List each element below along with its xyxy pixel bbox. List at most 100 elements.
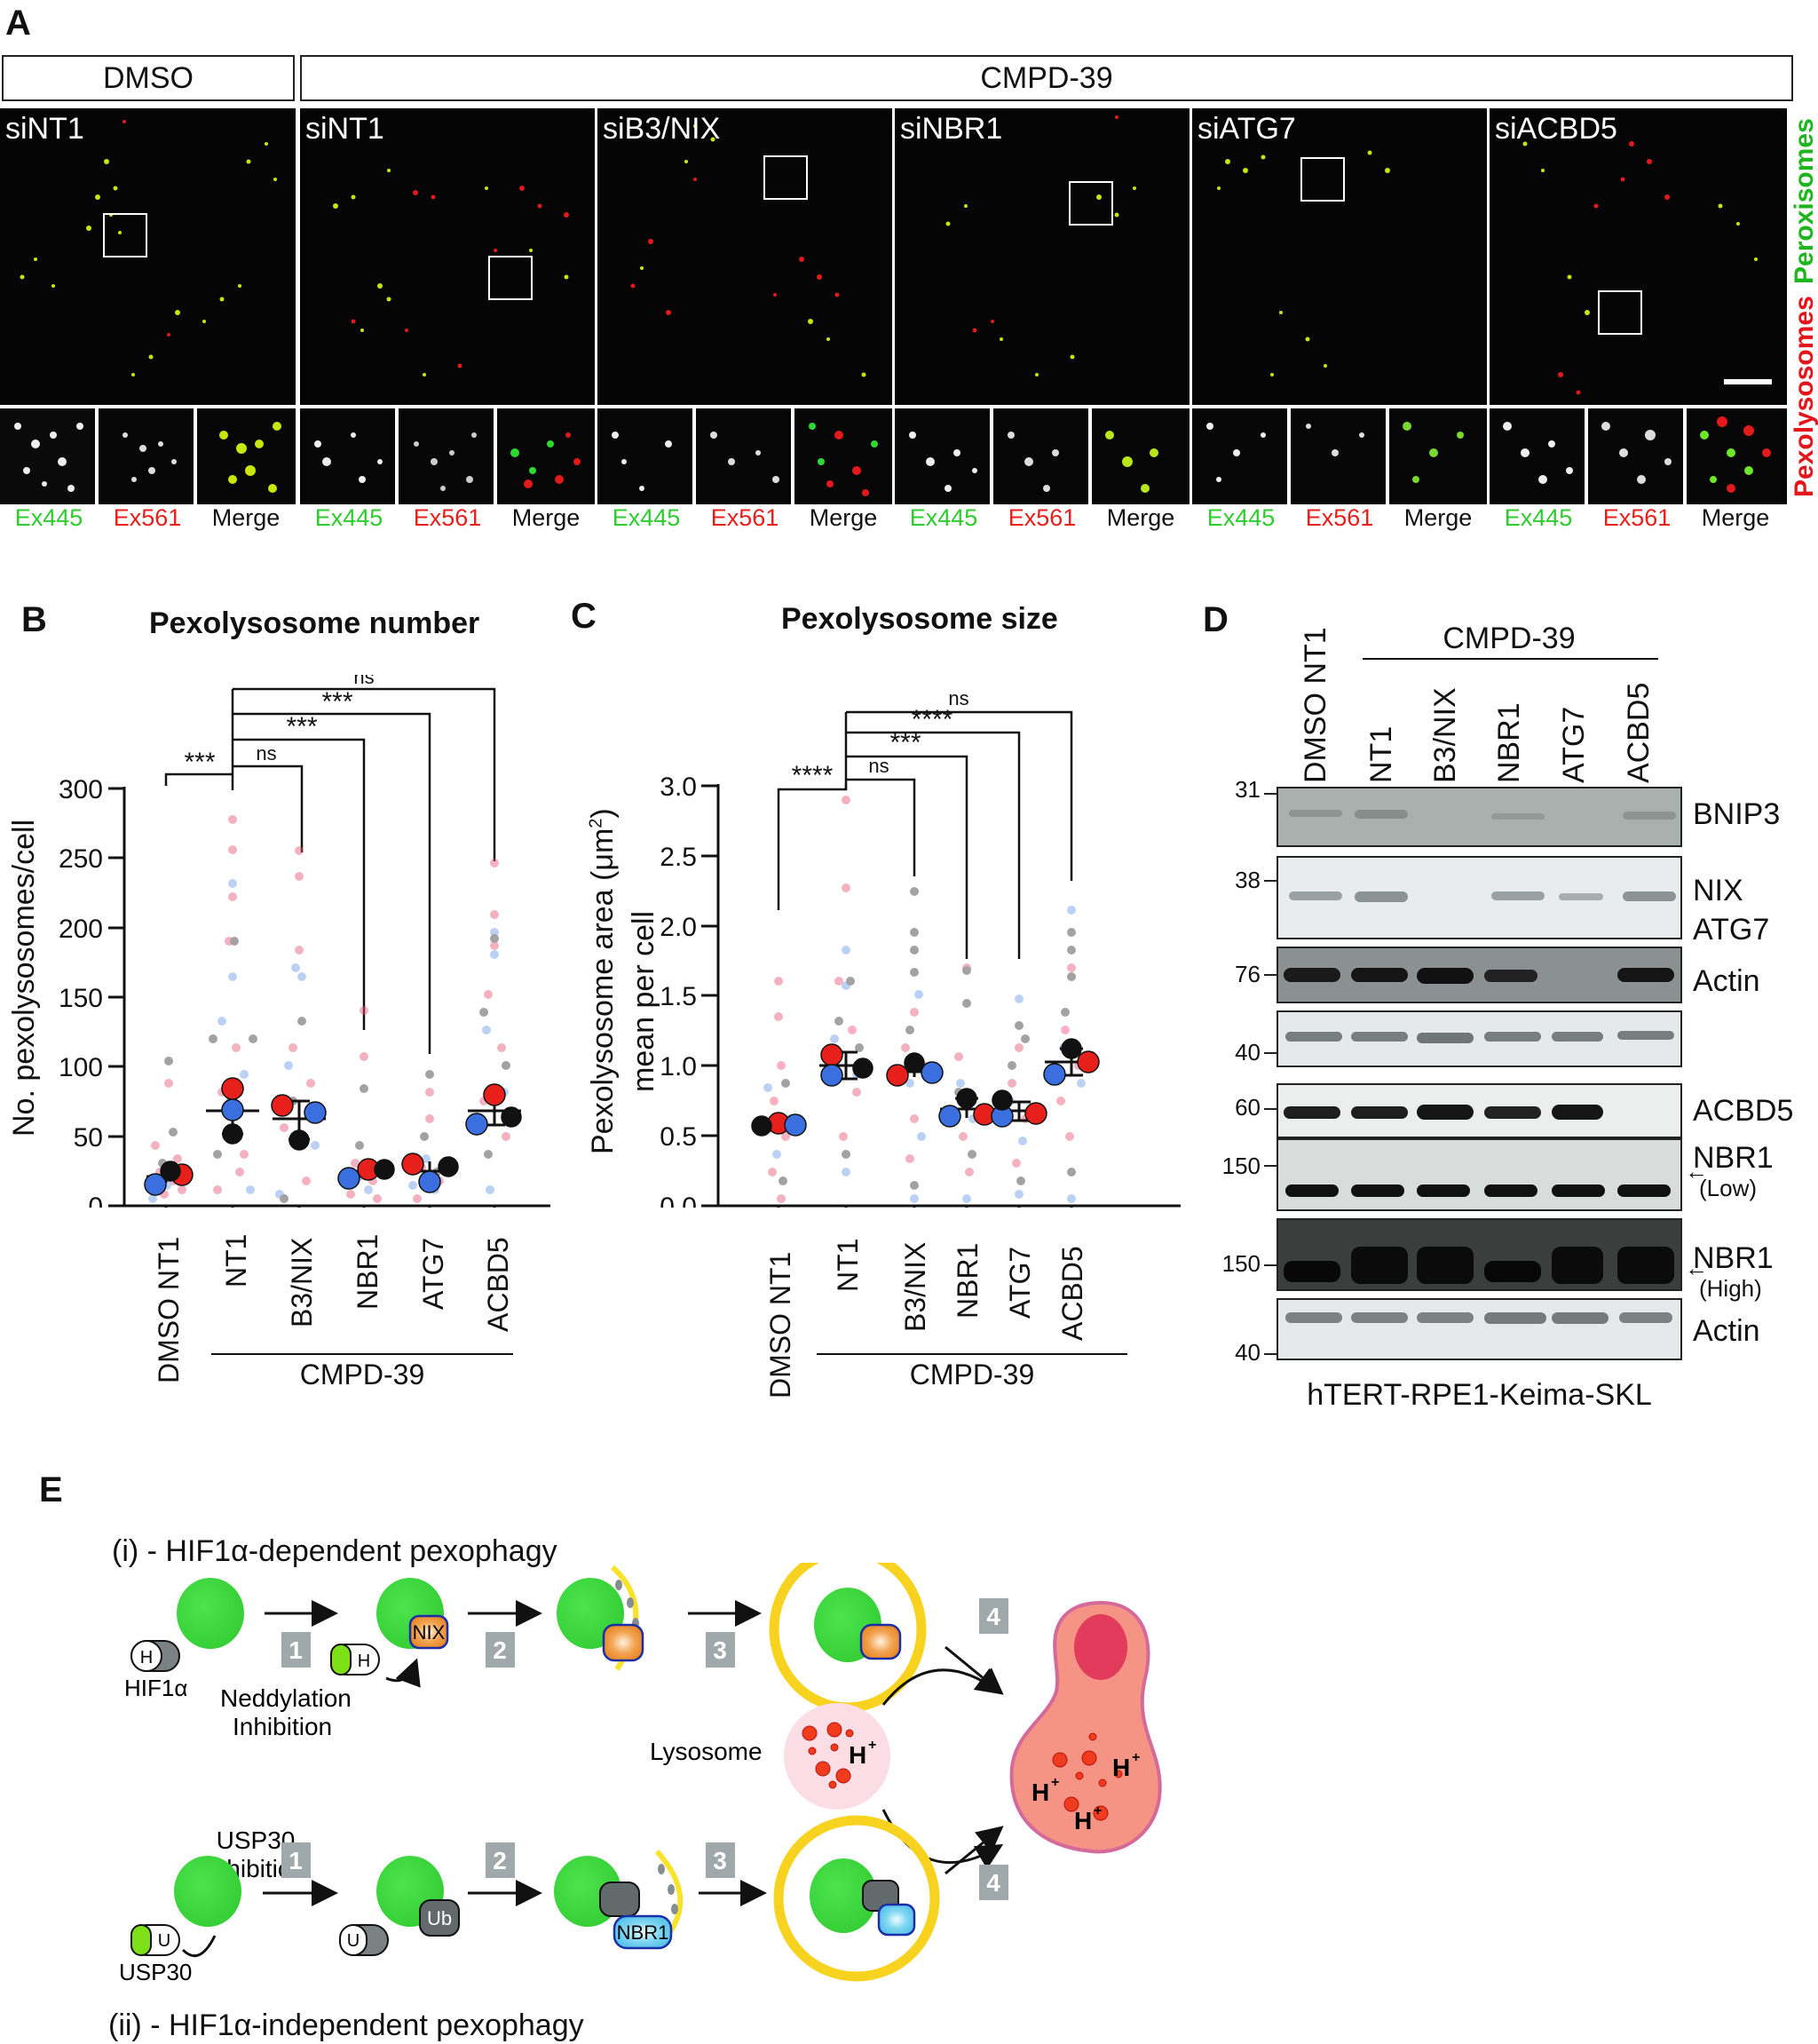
svg-text:+: +	[868, 1738, 876, 1753]
group-underline	[817, 1353, 1127, 1355]
thumb-ex445	[895, 408, 990, 504]
nbr1-receptor-icon: NBR1	[613, 1914, 673, 1950]
fluorescence-puncta	[630, 124, 866, 377]
fluorescence-puncta	[1522, 141, 1758, 395]
micrograph-cmpd39-sint1: siNT1	[300, 108, 595, 405]
thumb-merge	[197, 408, 296, 504]
svg-text:200: 200	[59, 915, 103, 944]
mw-tick	[1264, 1052, 1277, 1054]
svg-text:1: 1	[289, 1847, 303, 1874]
lane-label: NBR1	[1492, 702, 1526, 783]
panel-d-letter: D	[1203, 600, 1229, 639]
svg-text:100: 100	[59, 1053, 103, 1082]
thumb-ex445	[597, 408, 692, 504]
mw-marker: 76	[1235, 961, 1261, 987]
image-label: siNT1	[305, 112, 384, 146]
group-underline	[211, 1353, 513, 1355]
sig-label: ***	[286, 712, 317, 741]
arrow-left-icon: ←	[1685, 1255, 1708, 1281]
lysosome-icon: H +	[784, 1703, 890, 1810]
channel-label-merge: Merge	[1701, 504, 1770, 531]
channel-label-ex561: Ex561	[113, 504, 182, 531]
chart-c-plot: 3.0 2.5 2.0 1.5 1.0 0.5 0.0 **** ns *** **** n…	[660, 687, 1181, 1208]
svg-text:2: 2	[493, 1636, 507, 1664]
blot-protein-label: ACBD5	[1693, 1094, 1794, 1128]
thumb-merge	[497, 408, 595, 504]
svg-text:ns: ns	[868, 755, 889, 777]
step-badge: 2	[486, 1632, 515, 1668]
image-label: siNBR1	[900, 112, 1003, 146]
sig-label: ns	[353, 675, 374, 688]
chart-c-xtick: ACBD5	[1056, 1246, 1088, 1341]
autophagosome-icon	[769, 1563, 927, 1713]
svg-text:H: H	[849, 1741, 866, 1769]
treatment-underline	[1363, 658, 1658, 660]
mw-marker: 150	[1221, 1250, 1261, 1277]
channel-label-merge: Merge	[211, 504, 281, 531]
channel-label-ex445: Ex445	[14, 504, 83, 531]
blot-actin	[1277, 1010, 1682, 1067]
chart-c-xtick: B3/NIX	[899, 1241, 931, 1332]
mw-marker: 150	[1221, 1153, 1261, 1179]
channel-label-ex561: Ex561	[1602, 504, 1672, 531]
channel-label-merge: Merge	[809, 504, 878, 531]
chart-c-xtick: ATG7	[1004, 1246, 1036, 1319]
blot-atg7	[1277, 947, 1682, 1003]
inhibition-label: Inhibition	[233, 1713, 332, 1740]
thumb-merge	[1389, 408, 1487, 504]
channel-label-merge: Merge	[511, 504, 581, 531]
blot-exposure-label: (Low)	[1699, 1175, 1758, 1201]
chart-b-plot: 300 250 200 150 100 50 0 *** ns *** *** ns	[59, 675, 550, 1208]
channel-label-merge: Merge	[1403, 504, 1473, 531]
channel-label-ex561: Ex561	[413, 504, 482, 531]
channel-label-merge: Merge	[1106, 504, 1175, 531]
blot-bnip3	[1277, 787, 1682, 847]
step-badge: 4	[979, 1598, 1008, 1634]
thumb-ex445	[0, 408, 95, 504]
hif1a-label: HIF1α	[124, 1675, 187, 1701]
inhibit-arrow-icon	[181, 1935, 217, 1958]
thumb-ex561	[696, 408, 791, 504]
svg-text:4: 4	[986, 1603, 1000, 1630]
chart-c-xtick: NBR1	[952, 1242, 984, 1319]
pexophagy-diagram: 1 H HIF1α NIX H Neddylation Inhibition 2…	[119, 1563, 1162, 1985]
chart-b-group-label: CMPD-39	[299, 1359, 425, 1390]
nix-receptor-icon	[602, 1623, 644, 1662]
thumb-ex445	[1490, 408, 1585, 504]
svg-text:0: 0	[88, 1192, 103, 1208]
chart-c-xtick: DMSO NT1	[764, 1251, 796, 1398]
svg-text:2.0: 2.0	[660, 913, 697, 942]
mw-marker: 60	[1235, 1094, 1261, 1121]
mw-tick	[1264, 1264, 1277, 1266]
svg-text:250: 250	[59, 844, 103, 874]
image-label: siACBD5	[1495, 112, 1617, 146]
channel-label-ex445: Ex445	[314, 504, 383, 531]
chart-b-xtick: DMSO NT1	[153, 1236, 185, 1383]
mw-tick	[1264, 1165, 1277, 1167]
neddylated-hif-icon: H	[330, 1644, 380, 1676]
mw-tick	[1264, 974, 1277, 976]
roi-box	[103, 213, 147, 257]
roi-box	[1300, 157, 1345, 202]
svg-text:****: ****	[792, 761, 834, 790]
svg-text:0.5: 0.5	[660, 1122, 697, 1152]
mw-tick	[1264, 1353, 1277, 1355]
chart-b-xtick: NT1	[220, 1233, 252, 1287]
mw-marker: 40	[1235, 1039, 1261, 1066]
svg-text:150: 150	[59, 984, 103, 1013]
blot-nbr1-low	[1277, 1138, 1682, 1211]
svg-text:H: H	[1112, 1754, 1130, 1781]
channel-label-ex561: Ex561	[1305, 504, 1374, 531]
sig-label: ***	[184, 748, 215, 777]
thumb-ex561	[99, 408, 194, 504]
step-badge: 4	[979, 1865, 1008, 1900]
mw-marker: 38	[1235, 867, 1261, 893]
arrow-left-icon: ←	[1685, 1158, 1708, 1184]
blot-nix	[1277, 856, 1682, 939]
svg-text:ns: ns	[948, 687, 968, 709]
channel-label-ex561: Ex561	[1008, 504, 1077, 531]
svg-text:1.5: 1.5	[660, 982, 697, 1011]
lane-label: ATG7	[1557, 706, 1591, 783]
lysosome-label: Lysosome	[650, 1738, 763, 1765]
blot-protein-label: Actin	[1693, 964, 1760, 998]
